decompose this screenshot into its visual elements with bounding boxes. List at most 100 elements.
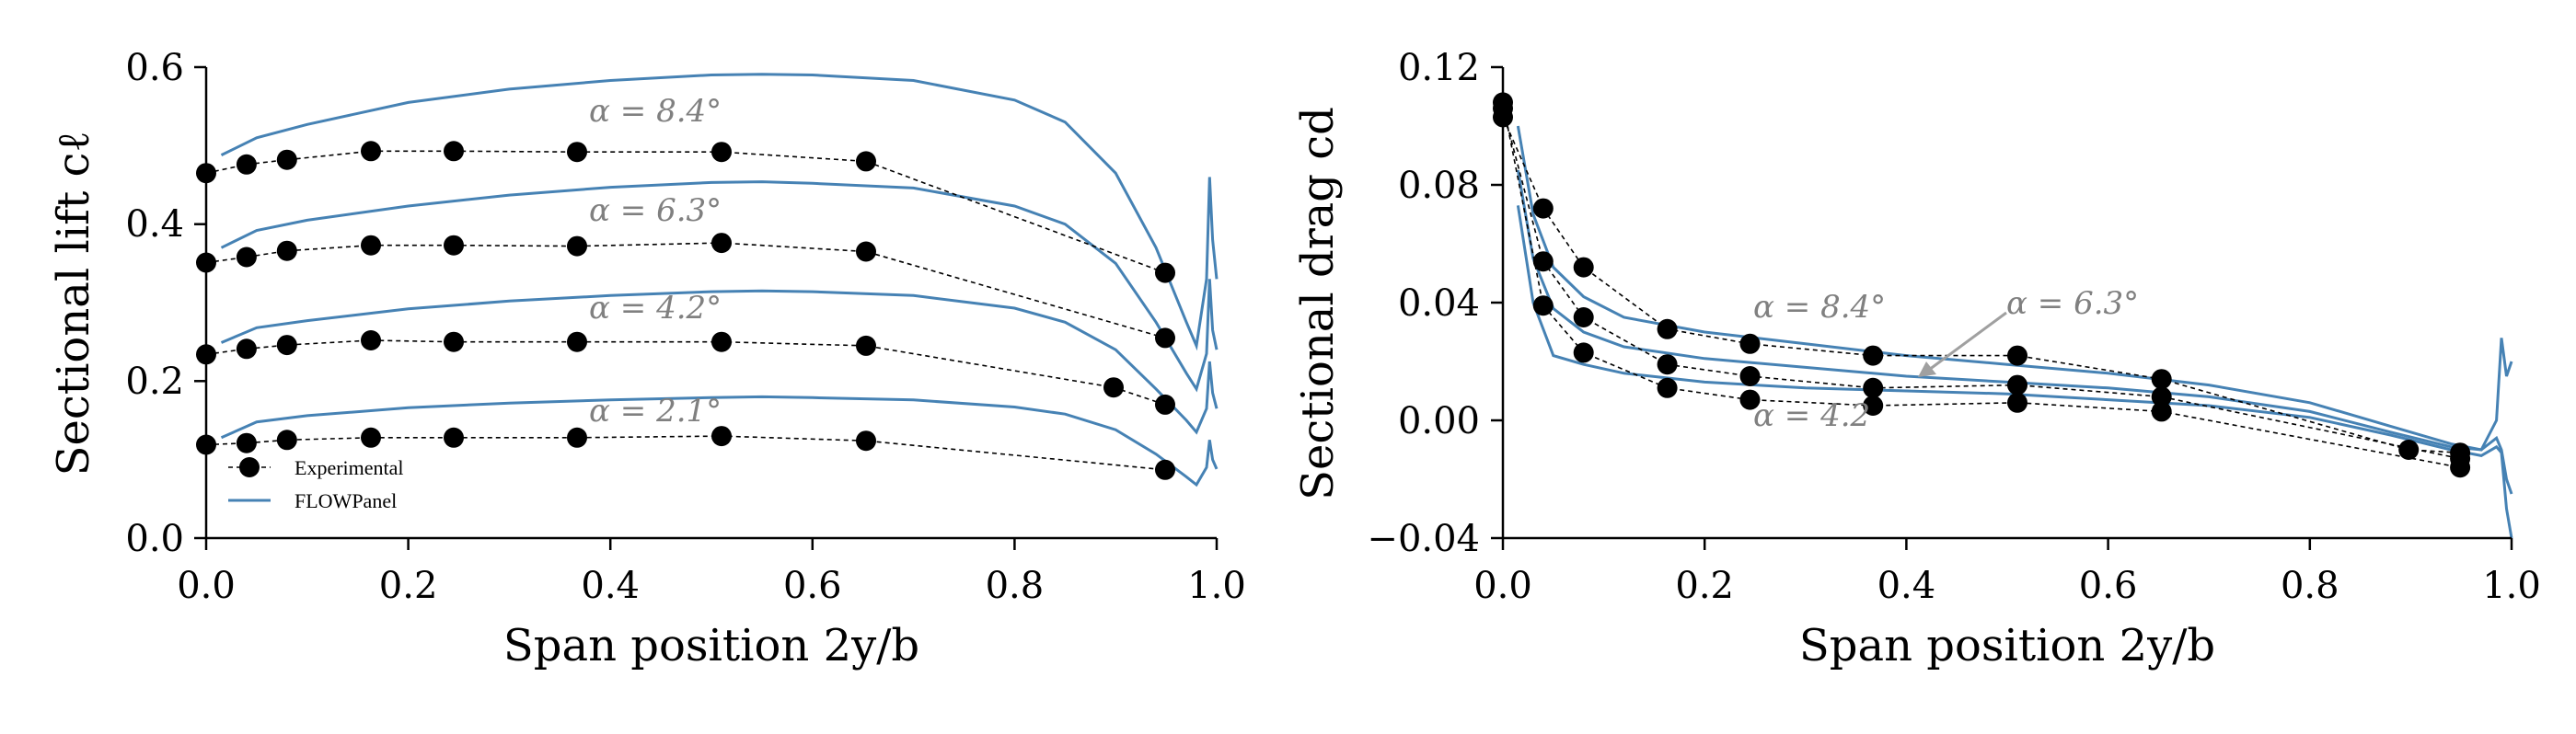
drag-experimental-point (2007, 374, 2027, 396)
lift-experimental-point (1155, 459, 1175, 480)
lift-experimental-point (711, 233, 732, 254)
lift-experimental-point (1103, 377, 1124, 398)
lift-experimental-point (444, 331, 464, 352)
drag-experimental-point (1657, 377, 1678, 398)
drag-x-axis-title: Span position 2y/b (1799, 620, 2215, 671)
lift-flowpanel-line-alpha-4.2 (220, 289, 1219, 435)
drag-y-tick-label: 0.08 (1398, 165, 1480, 207)
lift-annotation-alpha-2.1: α = 2.1° (589, 393, 722, 430)
drag-annotation-alpha-4.2: α = 4.2 (1753, 397, 1870, 434)
drag-annotation-arrow-head (1918, 361, 1936, 377)
lift-y-tick-label: 0.0 (125, 518, 184, 560)
lift-x-tick-label: 0.4 (581, 565, 640, 607)
legend-experimental-label: Experimental (295, 456, 404, 479)
drag-x-tick-label: 0.4 (1877, 565, 1936, 607)
drag-experimental-point (2151, 401, 2172, 422)
drag-y-tick-label: 0.12 (1398, 47, 1480, 89)
lift-chart: 0.0 0.2 0.4 0.6 0.8 1.0 0.0 0.2 0.4 0.6 … (48, 47, 1246, 671)
legend-experimental-marker (239, 457, 260, 477)
drag-chart: 0.0 0.2 0.4 0.6 0.8 1.0 −0.04 0.00 0.04 … (1292, 47, 2541, 671)
lift-experimental-point (711, 426, 732, 447)
drag-x-ticks: 0.0 0.2 0.4 0.6 0.8 1.0 (1473, 538, 2541, 607)
drag-experimental-point (1532, 251, 1554, 272)
lift-flowpanel-line-alpha-8.4 (220, 73, 1219, 351)
drag-annotation-alpha-6.3: α = 6.3° (2006, 285, 2139, 322)
lift-experimental-point (567, 142, 587, 163)
drag-flowpanel-line-alpha-8.4 (1516, 125, 2513, 452)
lift-experimental-point (856, 335, 876, 356)
lift-experimental-point (856, 430, 876, 452)
lift-experimental-point (361, 427, 381, 448)
lift-series-layer (205, 73, 1219, 487)
lift-experimental-point (276, 149, 297, 170)
lift-annotation-alpha-4.2: α = 4.2° (589, 290, 722, 327)
drag-experimental-point (1573, 257, 1594, 278)
lift-x-tick-label: 0.8 (986, 565, 1045, 607)
drag-experimental-line-alpha-4.2 (1502, 102, 2461, 468)
lift-y-axis-title: Sectional lift cℓ (48, 132, 99, 476)
lift-annotation-alpha-6.3: α = 6.3° (589, 192, 722, 229)
lift-experimental-point (361, 330, 381, 350)
drag-experimental-point (2007, 392, 2027, 413)
drag-x-tick-label: 0.0 (1473, 565, 1532, 607)
lift-experimental-line-alpha-2.1 (205, 435, 1166, 471)
lift-experimental-point (1155, 394, 1175, 415)
drag-x-tick-label: 1.0 (2482, 565, 2541, 607)
lift-experimental-point (361, 141, 381, 162)
lift-experimental-point (567, 235, 587, 257)
lift-x-tick-label: 1.0 (1187, 565, 1246, 607)
drag-x-tick-label: 0.2 (1675, 565, 1734, 607)
drag-experimental-point (1657, 318, 1678, 339)
lift-y-ticks: 0.0 0.2 0.4 0.6 (125, 47, 206, 560)
drag-experimental-point (1739, 389, 1761, 410)
lift-y-tick-label: 0.6 (125, 47, 184, 89)
drag-experimental-point (1739, 333, 1761, 354)
lift-annotation-alpha-8.4: α = 8.4° (589, 93, 722, 130)
drag-y-tick-label: 0.04 (1398, 282, 1480, 325)
drag-y-ticks: −0.04 0.00 0.04 0.08 0.12 (1367, 47, 1503, 560)
lift-experimental-point (361, 235, 381, 256)
drag-experimental-point (2007, 345, 2027, 366)
drag-experimental-point (1863, 396, 1884, 416)
lift-experimental-point (236, 338, 257, 360)
lift-experimental-line-alpha-4.2 (205, 339, 1166, 406)
drag-experimental-point (2398, 440, 2420, 460)
drag-experimental-point (1863, 377, 1884, 398)
drag-experimental-point (1532, 198, 1554, 219)
drag-y-axis-title: Sectional drag cd (1292, 107, 1344, 500)
drag-experimental-point (1863, 345, 1884, 366)
drag-experimental-point (1532, 295, 1554, 316)
legend-flowpanel-label: FLOWPanel (295, 489, 397, 512)
drag-x-tick-label: 0.8 (2281, 565, 2339, 607)
drag-flowpanel-line-alpha-6.3 (1516, 169, 2513, 495)
drag-experimental-line-alpha-8.4 (1502, 117, 2461, 453)
lift-points-layer (196, 141, 1175, 480)
drag-series-layer (1502, 102, 2513, 539)
drag-experimental-point (2151, 386, 2172, 407)
drag-y-tick-label: −0.04 (1367, 518, 1480, 560)
drag-annotation-alpha-8.4: α = 8.4° (1753, 289, 1886, 326)
lift-experimental-point (856, 151, 876, 172)
lift-experimental-point (711, 331, 732, 352)
lift-flowpanel-line-alpha-2.1 (220, 395, 1219, 487)
drag-experimental-point (2450, 457, 2471, 478)
lift-experimental-point (444, 427, 464, 448)
lift-y-tick-label: 0.2 (125, 361, 184, 403)
lift-x-ticks: 0.0 0.2 0.4 0.6 0.8 1.0 (177, 538, 1246, 607)
lift-experimental-point (276, 240, 297, 261)
lift-experimental-point (1155, 262, 1175, 283)
lift-experimental-point (236, 432, 257, 453)
drag-experimental-point (1739, 366, 1761, 386)
lift-x-axis-title: Span position 2y/b (503, 620, 919, 671)
lift-x-tick-label: 0.6 (783, 565, 842, 607)
legend: Experimental FLOWPanel (228, 456, 404, 512)
drag-experimental-point (1573, 307, 1594, 327)
lift-x-tick-label: 0.2 (379, 565, 438, 607)
drag-flowpanel-line-alpha-4.2 (1516, 205, 2513, 539)
lift-experimental-point (567, 331, 587, 352)
drag-x-tick-label: 0.6 (2079, 565, 2138, 607)
drag-annotation-arrow-shaft (1928, 311, 2007, 372)
lift-experimental-point (276, 430, 297, 451)
lift-experimental-point (236, 154, 257, 175)
